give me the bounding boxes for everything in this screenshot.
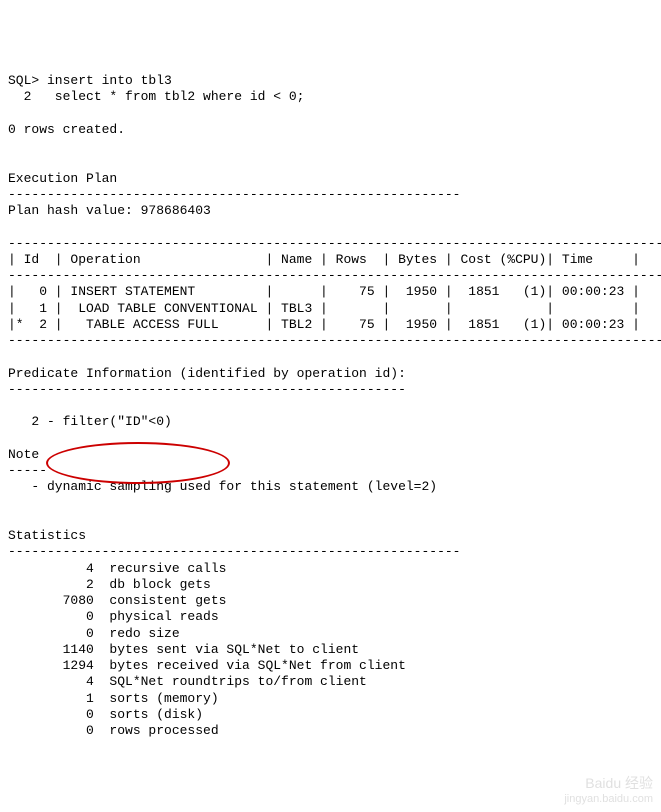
predicate-info-header: Predicate Information (identified by ope… <box>8 366 406 381</box>
sql-prompt-line1: SQL> insert into tbl3 <box>8 73 172 88</box>
statistics-header: Statistics <box>8 528 86 543</box>
stat-bytes-received: 1294 bytes received via SQL*Net from cli… <box>8 658 406 673</box>
rows-created: 0 rows created. <box>8 122 125 137</box>
dash-line: ----------------------------------------… <box>8 382 406 397</box>
watermark-url: jingyan.baidu.com <box>564 793 653 805</box>
plan-table-border-mid: ----------------------------------------… <box>8 268 661 283</box>
watermark: Baidu 经验 jingyan.baidu.com <box>564 775 653 807</box>
stat-redo-size: 0 redo size <box>8 626 180 641</box>
stat-rows-processed: 0 rows processed <box>8 723 219 738</box>
plan-hash-value: Plan hash value: 978686403 <box>8 203 211 218</box>
dash-line: ----------------------------------------… <box>8 544 460 559</box>
plan-table-border-top: ----------------------------------------… <box>8 236 661 251</box>
sql-prompt-line2: 2 select * from tbl2 where id < 0; <box>8 89 304 104</box>
note-header: Note <box>8 447 39 462</box>
predicate-filter: 2 - filter("ID"<0) <box>8 414 172 429</box>
plan-table-row: |* 2 | TABLE ACCESS FULL | TBL2 | 75 | 1… <box>8 317 640 332</box>
plan-table-row: | 0 | INSERT STATEMENT | | 75 | 1950 | 1… <box>8 284 640 299</box>
execution-plan-header: Execution Plan <box>8 171 117 186</box>
stat-sorts-disk: 0 sorts (disk) <box>8 707 203 722</box>
plan-table-border-bottom: ----------------------------------------… <box>8 333 661 348</box>
stat-roundtrips: 4 SQL*Net roundtrips to/from client <box>8 674 367 689</box>
stat-db-block-gets: 2 db block gets <box>8 577 211 592</box>
note-dash: ----- <box>8 463 47 478</box>
watermark-logo: Baidu 经验 <box>585 775 653 791</box>
stat-sorts-memory: 1 sorts (memory) <box>8 691 219 706</box>
plan-table-columns: | Id | Operation | Name | Rows | Bytes |… <box>8 252 640 267</box>
stat-bytes-sent: 1140 bytes sent via SQL*Net to client <box>8 642 359 657</box>
plan-table-row: | 1 | LOAD TABLE CONVENTIONAL | TBL3 | |… <box>8 301 640 316</box>
highlight-circle <box>46 442 230 484</box>
stat-recursive-calls: 4 recursive calls <box>8 561 226 576</box>
dash-line: ----------------------------------------… <box>8 187 460 202</box>
stat-physical-reads: 0 physical reads <box>8 609 219 624</box>
note-line: - dynamic sampling used for this stateme… <box>8 479 437 494</box>
stat-consistent-gets: 7080 consistent gets <box>8 593 226 608</box>
